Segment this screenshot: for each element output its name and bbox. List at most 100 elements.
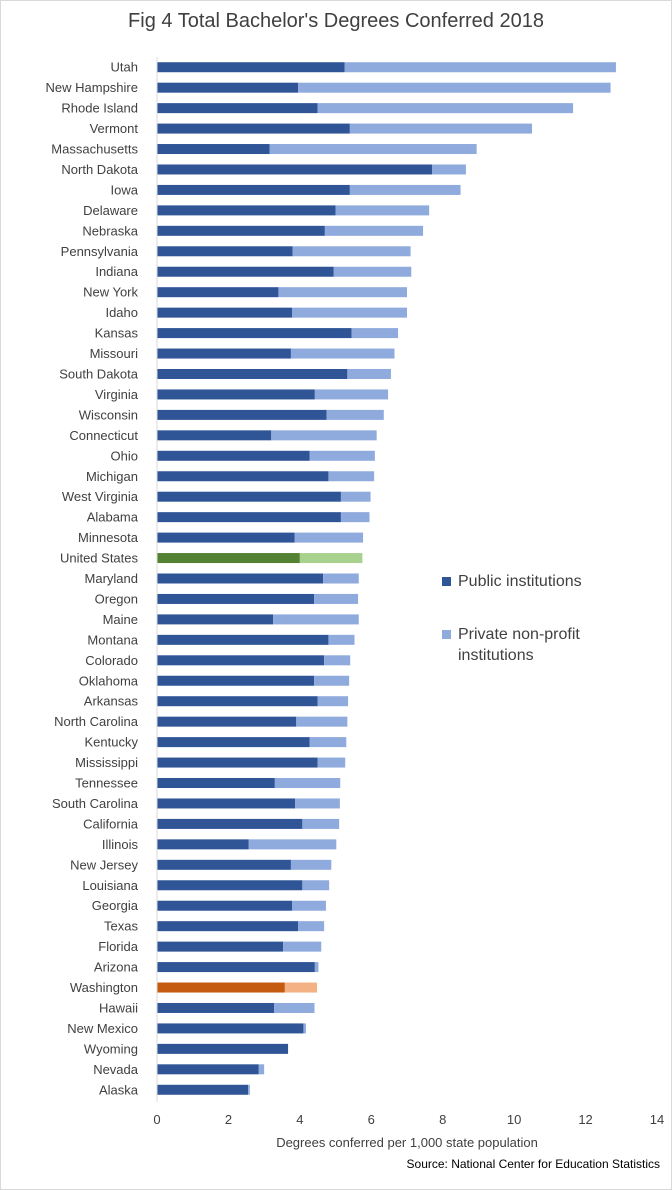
bar-private-massachusetts — [269, 144, 477, 155]
bar-private-alaska — [248, 1084, 250, 1095]
bar-private-maryland — [323, 573, 359, 584]
category-label-colorado: Colorado — [85, 653, 138, 668]
bar-public-michigan — [157, 471, 329, 482]
bar-public-south-dakota — [157, 368, 348, 379]
bar-public-south-carolina — [157, 798, 296, 809]
bar-private-iowa — [349, 184, 461, 195]
bar-public-indiana — [157, 266, 334, 277]
bar-private-south-dakota — [347, 368, 391, 379]
bar-private-louisiana — [302, 880, 330, 891]
bar-public-california — [157, 818, 303, 829]
category-label-california: California — [83, 816, 139, 831]
category-label-oregon: Oregon — [95, 591, 138, 606]
legend-label-public: Public institutions — [458, 573, 582, 590]
bar-public-ohio — [157, 450, 310, 461]
category-label-new-jersey: New Jersey — [70, 857, 138, 872]
category-label-kentucky: Kentucky — [85, 735, 139, 750]
bar-private-texas — [298, 921, 325, 932]
category-label-west-virginia: West Virginia — [62, 489, 139, 504]
bar-public-north-carolina — [157, 716, 297, 727]
category-label-minnesota: Minnesota — [78, 530, 139, 545]
bar-private-rhode-island — [317, 103, 574, 114]
category-label-idaho: Idaho — [105, 305, 138, 320]
bar-private-south-carolina — [295, 798, 340, 809]
bar-private-connecticut — [271, 430, 377, 441]
bar-private-kansas — [351, 328, 399, 339]
bar-public-new-mexico — [157, 1023, 304, 1034]
bar-private-idaho — [292, 307, 407, 318]
bar-public-alaska — [157, 1084, 249, 1095]
category-label-iowa: Iowa — [111, 182, 139, 197]
bar-public-kentucky — [157, 737, 310, 748]
bar-private-north-carolina — [296, 716, 348, 727]
category-label-illinois: Illinois — [102, 837, 139, 852]
bar-public-west-virginia — [157, 491, 341, 502]
category-label-massachusetts: Massachusetts — [51, 142, 138, 157]
category-label-montana: Montana — [87, 632, 138, 647]
bar-private-utah — [344, 62, 616, 73]
category-label-louisiana: Louisiana — [82, 878, 138, 893]
bar-private-new-york — [278, 287, 407, 298]
category-label-texas: Texas — [104, 919, 138, 934]
bar-public-hawaii — [157, 1002, 275, 1013]
category-label-indiana: Indiana — [95, 264, 138, 279]
category-label-rhode-island: Rhode Island — [61, 101, 138, 116]
bar-private-alabama — [340, 512, 370, 523]
category-label-new-york: New York — [83, 285, 138, 300]
bar-private-kentucky — [309, 737, 347, 748]
x-tick-label-14: 14 — [650, 1112, 664, 1127]
bar-public-arkansas — [157, 696, 318, 707]
bar-private-ohio — [309, 450, 375, 461]
bar-public-idaho — [157, 307, 292, 318]
bar-public-utah — [157, 62, 345, 73]
category-label-north-dakota: North Dakota — [61, 162, 138, 177]
bar-private-new-mexico — [303, 1023, 306, 1034]
bar-public-missouri — [157, 348, 291, 359]
category-label-maine: Maine — [103, 612, 138, 627]
bar-public-colorado — [157, 655, 325, 666]
category-label-delaware: Delaware — [83, 203, 138, 218]
x-tick-label-2: 2 — [225, 1112, 232, 1127]
category-label-hawaii: Hawaii — [99, 1000, 138, 1015]
bar-public-louisiana — [157, 880, 303, 891]
bar-private-nebraska — [324, 225, 424, 236]
bar-private-mississippi — [317, 757, 346, 768]
bar-private-new-hampshire — [298, 82, 611, 93]
category-label-new-mexico: New Mexico — [67, 1021, 138, 1036]
category-label-nebraska: Nebraska — [82, 223, 138, 238]
x-axis-title: Degrees conferred per 1,000 state popula… — [276, 1135, 538, 1150]
category-label-vermont: Vermont — [90, 121, 139, 136]
bar-private-missouri — [290, 348, 395, 359]
source-note: Source: National Center for Education St… — [406, 1157, 660, 1171]
category-label-utah: Utah — [111, 60, 138, 75]
category-label-united-states: United States — [60, 551, 139, 566]
bar-private-oklahoma — [314, 675, 350, 686]
x-tick-label-12: 12 — [578, 1112, 592, 1127]
bar-private-colorado — [324, 655, 351, 666]
bar-private-hawaii — [274, 1002, 315, 1013]
legend-swatch-private — [442, 630, 451, 639]
category-label-virginia: Virginia — [95, 387, 139, 402]
bar-public-new-hampshire — [157, 82, 299, 93]
bar-private-illinois — [248, 839, 337, 850]
bar-public-tennessee — [157, 778, 275, 789]
bar-private-montana — [328, 634, 355, 645]
bar-public-maine — [157, 614, 274, 625]
x-tick-label-6: 6 — [368, 1112, 375, 1127]
bar-private-michigan — [328, 471, 375, 482]
category-label-tennessee: Tennessee — [75, 776, 138, 791]
category-label-ohio: Ohio — [111, 448, 138, 463]
bar-private-arkansas — [317, 696, 349, 707]
bar-public-georgia — [157, 900, 292, 911]
category-label-mississippi: Mississippi — [75, 755, 138, 770]
category-label-connecticut: Connecticut — [69, 428, 138, 443]
bar-public-nebraska — [157, 225, 325, 236]
bar-public-oregon — [157, 593, 315, 604]
category-label-pennsylvania: Pennsylvania — [61, 244, 139, 259]
category-label-new-hampshire: New Hampshire — [46, 80, 138, 95]
bar-public-arizona — [157, 962, 315, 973]
bar-private-virginia — [314, 389, 389, 400]
bar-private-new-jersey — [290, 859, 332, 870]
category-label-missouri: Missouri — [90, 346, 139, 361]
category-label-arizona: Arizona — [94, 960, 139, 975]
